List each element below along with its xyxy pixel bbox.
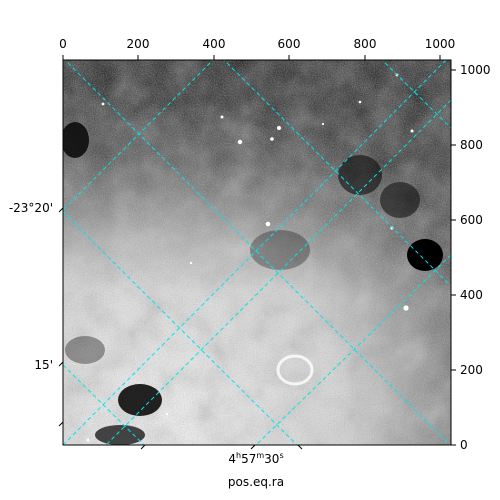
dec-label-main: -23°20' xyxy=(9,201,53,215)
top-tick-label: 200 xyxy=(127,37,150,51)
stars xyxy=(86,73,414,442)
top-pixel-axis: 0 200 400 600 800 1000 xyxy=(59,37,455,60)
right-tick-label: 1000 xyxy=(460,63,491,77)
coordinate-grid xyxy=(63,60,451,445)
ra-tick-label: 4h57m30s xyxy=(228,451,283,466)
x-axis-title: pos.eq.ra xyxy=(228,475,284,489)
ring-feature xyxy=(276,354,314,386)
bottom-ra-axis: 4h57m30s pos.eq.ra xyxy=(140,444,303,489)
sky-image xyxy=(63,60,451,445)
left-dec-axis: -23°20' 15' xyxy=(9,201,64,427)
top-tick-label: 0 xyxy=(59,37,67,51)
top-tick-label: 800 xyxy=(354,37,377,51)
right-tick-label: 400 xyxy=(460,288,483,302)
right-tick-label: 800 xyxy=(460,138,483,152)
right-tick-label: 0 xyxy=(460,438,468,452)
right-tick-label: 200 xyxy=(460,363,483,377)
dec-label-minutes: 15' xyxy=(34,358,53,372)
top-tick-label: 600 xyxy=(278,37,301,51)
right-tick-label: 600 xyxy=(460,213,483,227)
right-pixel-axis: 0 200 400 600 800 1000 xyxy=(451,63,491,452)
top-tick-label: 400 xyxy=(203,37,226,51)
top-tick-label: 1000 xyxy=(425,37,456,51)
plot-frame xyxy=(62,59,452,446)
dark-regions xyxy=(63,122,443,445)
